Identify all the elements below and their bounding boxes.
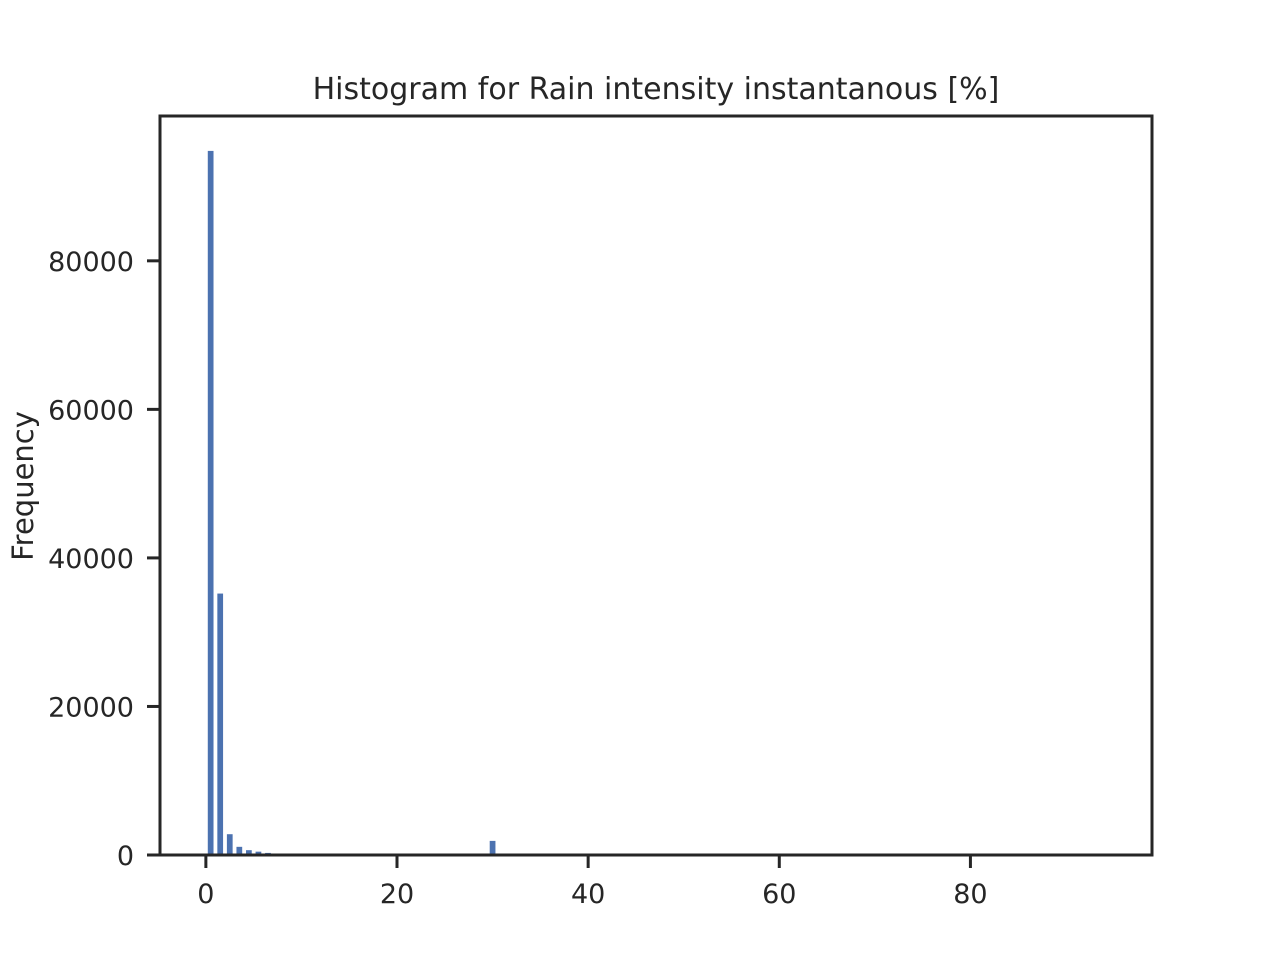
y-axis-ticks: 0 20000 40000 60000 80000: [48, 247, 160, 872]
x-tick-label-1: 20: [380, 879, 414, 910]
y-axis-label: Frequency: [6, 411, 40, 561]
histogram-bar-1: [217, 593, 224, 855]
histogram-bar-4: [246, 850, 252, 855]
y-tick-label-1: 20000: [48, 692, 134, 723]
histogram-bar-5: [255, 851, 262, 855]
y-tick-label-3: 60000: [48, 395, 134, 426]
x-tick-label-2: 40: [571, 879, 605, 910]
x-tick-label-4: 80: [953, 879, 987, 910]
plot-frame: [158, 114, 1154, 857]
histogram-bar-2: [226, 834, 233, 855]
y-tick-label-0: 0: [117, 841, 134, 872]
x-tick-label-0: 0: [197, 879, 214, 910]
y-tick-label-2: 40000: [48, 544, 134, 575]
x-axis-ticks: 0 20 40 60 80: [197, 855, 988, 910]
chart-title: Histogram for Rain intensity instantanou…: [313, 72, 1000, 107]
histogram-bar-10: [489, 840, 496, 855]
histogram-bar-3: [236, 846, 243, 855]
histogram-bar-0: [207, 150, 214, 855]
x-tick-label-3: 60: [762, 879, 796, 910]
y-tick-label-4: 80000: [48, 247, 134, 278]
bars-group: [207, 150, 496, 855]
